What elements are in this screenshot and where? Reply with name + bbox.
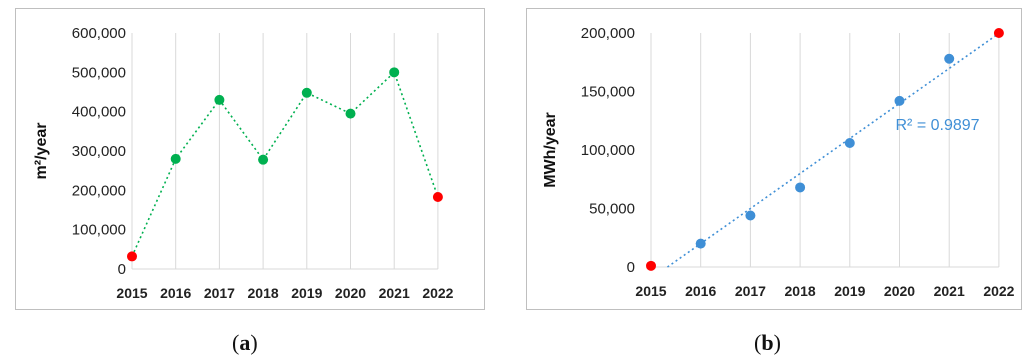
x-tick-label: 2018 <box>248 285 279 301</box>
data-point <box>389 67 400 78</box>
caption-a: (a) <box>232 330 258 355</box>
data-point <box>432 192 443 203</box>
y-tick-label: 100,000 <box>581 142 635 159</box>
y-tick-label: 50,000 <box>589 201 635 218</box>
data-point <box>345 108 356 119</box>
data-point <box>695 238 706 249</box>
y-tick-label: 600,000 <box>72 25 126 42</box>
y-tick-label: 400,000 <box>72 104 126 121</box>
x-tick-label: 2021 <box>379 285 410 301</box>
chart-a-svg: 0 100,000 200,000 300,000 400,000 500,000 600,… <box>33 25 454 301</box>
data-point <box>646 260 656 271</box>
x-tick-label: 2015 <box>116 285 147 301</box>
y-tick-label: 200,000 <box>72 182 126 199</box>
x-tick-label: 2016 <box>160 285 191 301</box>
y-tick-label: 100,000 <box>72 222 126 239</box>
data-point <box>214 94 225 105</box>
x-tick-label: 2022 <box>983 283 1014 299</box>
x-tick-label: 2016 <box>685 283 716 299</box>
y-tick-label: 0 <box>118 261 126 278</box>
data-point <box>993 28 1004 38</box>
y-tick-label: 300,000 <box>72 143 126 160</box>
x-tick-label: 2019 <box>291 285 322 301</box>
data-point <box>258 154 269 165</box>
data-point <box>127 251 137 262</box>
r-squared-label: R² = 0.9897 <box>896 117 980 134</box>
y-tick-label: 500,000 <box>72 64 126 81</box>
chart-panel-a: 0 100,000 200,000 300,000 400,000 500,000 600,… <box>15 8 485 310</box>
data-point <box>894 95 905 106</box>
data-point <box>944 53 955 64</box>
chart-b-svg: 0 50,000 100,000 150,000 200,000 2015 2016 2017… <box>542 25 1015 299</box>
x-tick-label: 2020 <box>335 285 366 301</box>
x-tick-label: 2020 <box>884 283 915 299</box>
x-tick-label: 2018 <box>785 283 816 299</box>
x-tick-label: 2015 <box>635 283 666 299</box>
series-line <box>131 70 439 257</box>
data-point <box>170 153 181 164</box>
data-point <box>745 210 756 221</box>
chart-panel-b: 0 50,000 100,000 150,000 200,000 2015 2016 2017… <box>526 8 1022 310</box>
x-tick-label: 2019 <box>834 283 865 299</box>
x-tick-label: 2017 <box>735 283 766 299</box>
caption-b: (b) <box>754 330 781 355</box>
data-point <box>795 182 806 193</box>
data-point <box>844 137 855 148</box>
x-tick-label: 2022 <box>422 285 453 301</box>
data-point <box>301 87 312 98</box>
x-tick-label: 2017 <box>204 285 235 301</box>
y-tick-label: 0 <box>627 259 635 276</box>
y-axis-label: m²/year <box>33 123 50 180</box>
x-tick-label: 2021 <box>934 283 965 299</box>
y-tick-label: 150,000 <box>581 84 635 101</box>
y-tick-label: 200,000 <box>581 25 635 42</box>
y-axis-label: MWh/year <box>542 112 559 188</box>
